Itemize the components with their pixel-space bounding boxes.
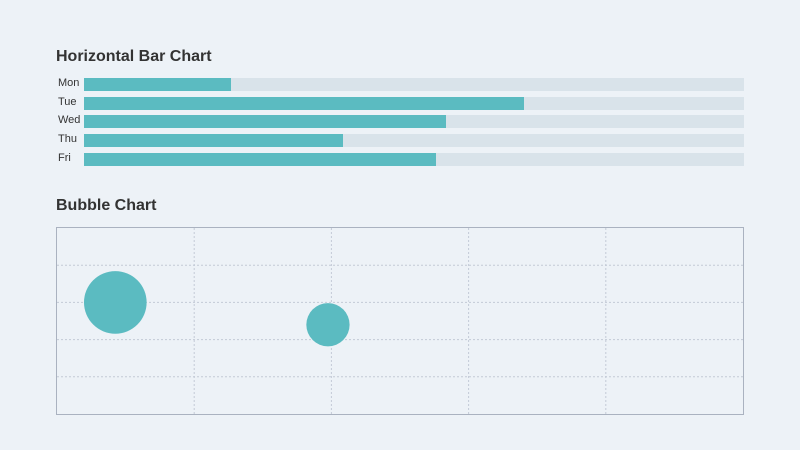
- bar-chart: Mon Tue Wed Thu Fri: [56, 77, 744, 171]
- bar-label: Fri: [58, 151, 71, 164]
- bubble-chart-svg: [56, 227, 744, 415]
- plot-border: [56, 227, 744, 415]
- bar-label: Tue: [58, 95, 77, 108]
- bar-chart-title: Horizontal Bar Chart: [56, 48, 212, 65]
- bar-row-wed: Wed: [56, 114, 744, 129]
- bar-track: [84, 152, 744, 166]
- bar: [84, 134, 344, 148]
- bar-label: Wed: [58, 114, 81, 127]
- bar-label: Thu: [58, 133, 77, 146]
- bar: [84, 78, 232, 91]
- bar-track: [84, 115, 744, 129]
- bar-row-thu: Thu: [56, 133, 744, 148]
- bubble-1: [83, 271, 147, 334]
- bar: [84, 152, 437, 166]
- bar-row-tue: Tue: [56, 95, 744, 110]
- bar-track: [84, 96, 744, 110]
- bar-row-mon: Mon: [56, 77, 744, 91]
- bubble-chart-title: Bubble Chart: [56, 197, 157, 214]
- bar: [84, 115, 447, 129]
- bar-track: [84, 134, 744, 148]
- bubble-2: [306, 303, 350, 347]
- bubble-chart: [56, 227, 744, 415]
- bar-track: [84, 78, 744, 91]
- bar-row-fri: Fri: [56, 151, 744, 166]
- bar: [84, 96, 525, 110]
- bar-label: Mon: [58, 77, 80, 89]
